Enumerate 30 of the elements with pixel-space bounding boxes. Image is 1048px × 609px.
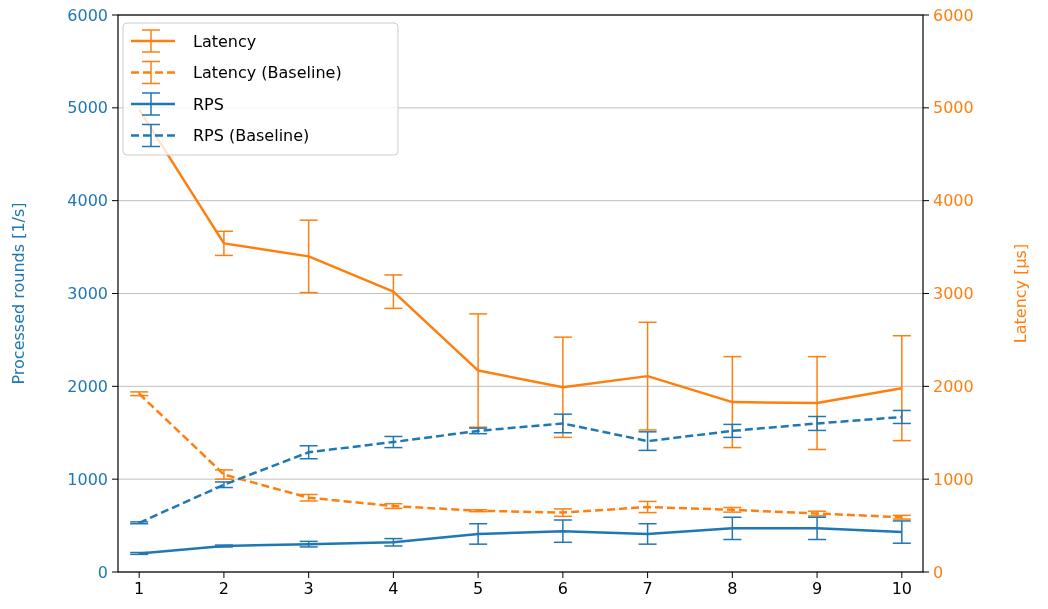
y2-tick-label: 1000 [933,469,974,489]
x-tick-label: 6 [557,579,568,598]
y-tick-label: 1000 [67,469,108,489]
legend-label: RPS (Baseline) [193,126,310,146]
y2-tick-label: 3000 [933,284,974,304]
x-tick-label: 10 [891,579,912,598]
y-tick-label: 5000 [67,98,108,118]
legend-label: Latency (Baseline) [193,63,342,83]
legend-label: Latency [193,31,257,51]
y2-axis-title: Latency [µs] [1011,243,1030,344]
y-tick-label: 6000 [67,5,108,25]
y2-tick-label: 6000 [933,5,974,25]
y2-tick-label: 0 [933,562,944,582]
legend-label: RPS [193,94,224,114]
x-tick-label: 4 [388,579,399,598]
x-tick-label: 1 [134,579,145,598]
x-tick-label: 8 [727,579,738,598]
x-tick-label: 3 [303,579,314,598]
x-tick-label: 2 [218,579,230,598]
y2-tick-label: 5000 [933,98,974,118]
x-tick-label: 7 [642,579,653,598]
y-tick-label: 0 [97,562,108,582]
y2-tick-label: 4000 [933,191,974,211]
y-tick-label: 2000 [67,376,108,396]
x-tick-label: 9 [811,579,823,598]
x-tick-label: 5 [473,579,484,598]
y2-tick-label: 2000 [933,376,974,396]
y-axis-title: Processed rounds [1/s] [9,202,28,385]
y-tick-label: 4000 [67,191,108,211]
y-tick-label: 3000 [67,284,108,304]
